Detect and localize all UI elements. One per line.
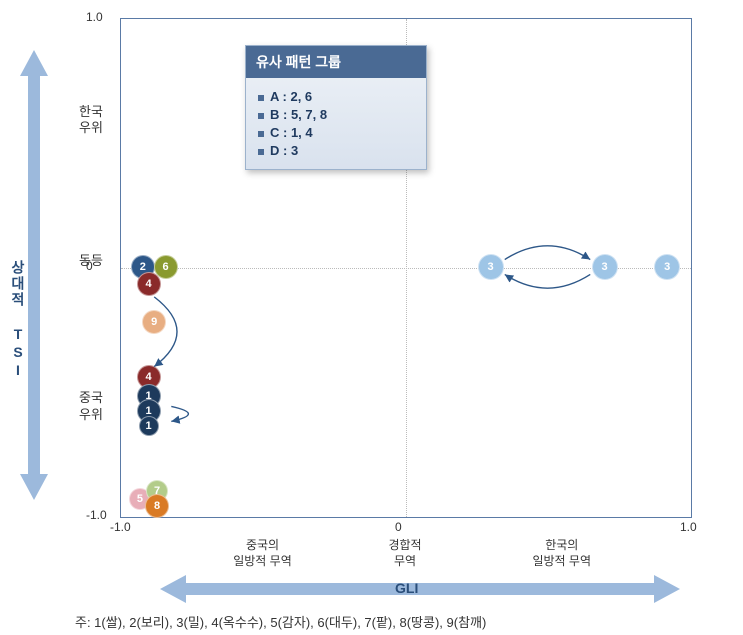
legend-item: A : 2, 6 xyxy=(258,89,414,104)
y-side-label: 중국우위 xyxy=(68,390,114,424)
y-axis-title: 상대적 TSI xyxy=(8,260,28,380)
legend-body: A : 2, 6 B : 5, 7, 8 C : 1, 4 D : 3 xyxy=(246,78,426,169)
y-tick-label: 1.0 xyxy=(86,10,103,24)
x-category-label: 중국의일방적 무역 xyxy=(218,538,308,569)
legend-item: B : 5, 7, 8 xyxy=(258,107,414,122)
legend-item-text: C : 1, 4 xyxy=(270,125,313,140)
legend-item-text: D : 3 xyxy=(270,143,298,158)
x-category-label: 경합적무역 xyxy=(360,538,450,569)
legend-item-text: B : 5, 7, 8 xyxy=(270,107,327,122)
data-point: 8 xyxy=(145,494,169,518)
x-axis-title: GLI xyxy=(395,580,418,596)
data-point: 3 xyxy=(478,254,504,280)
legend-item: D : 3 xyxy=(258,143,414,158)
footnote: 주: 1(쌀), 2(보리), 3(밀), 4(옥수수), 5(감자), 6(대… xyxy=(75,612,486,631)
scatter-chart: 상대적 TSI GLI 유사 패턴 그룹 A : 2, 6 B : 5, 7, … xyxy=(0,0,743,635)
y-side-label: 한국우위 xyxy=(68,104,114,138)
legend-item: C : 1, 4 xyxy=(258,125,414,140)
data-point: 4 xyxy=(137,272,161,296)
x-tick-label: -1.0 xyxy=(110,520,131,534)
legend-title: 유사 패턴 그룹 xyxy=(246,46,426,78)
data-point: 3 xyxy=(654,254,680,280)
y-side-label: 동등 xyxy=(68,253,114,270)
x-axis-arrow xyxy=(160,575,680,603)
legend-box: 유사 패턴 그룹 A : 2, 6 B : 5, 7, 8 C : 1, 4 D… xyxy=(245,45,427,170)
y-tick-label: -1.0 xyxy=(86,508,107,522)
x-category-label: 한국의일방적 무역 xyxy=(517,538,607,569)
legend-item-text: A : 2, 6 xyxy=(270,89,312,104)
x-tick-label: 1.0 xyxy=(680,520,697,534)
data-point: 9 xyxy=(142,310,166,334)
data-point: 1 xyxy=(139,416,159,436)
x-tick-label: 0 xyxy=(395,520,402,534)
data-point: 3 xyxy=(592,254,618,280)
